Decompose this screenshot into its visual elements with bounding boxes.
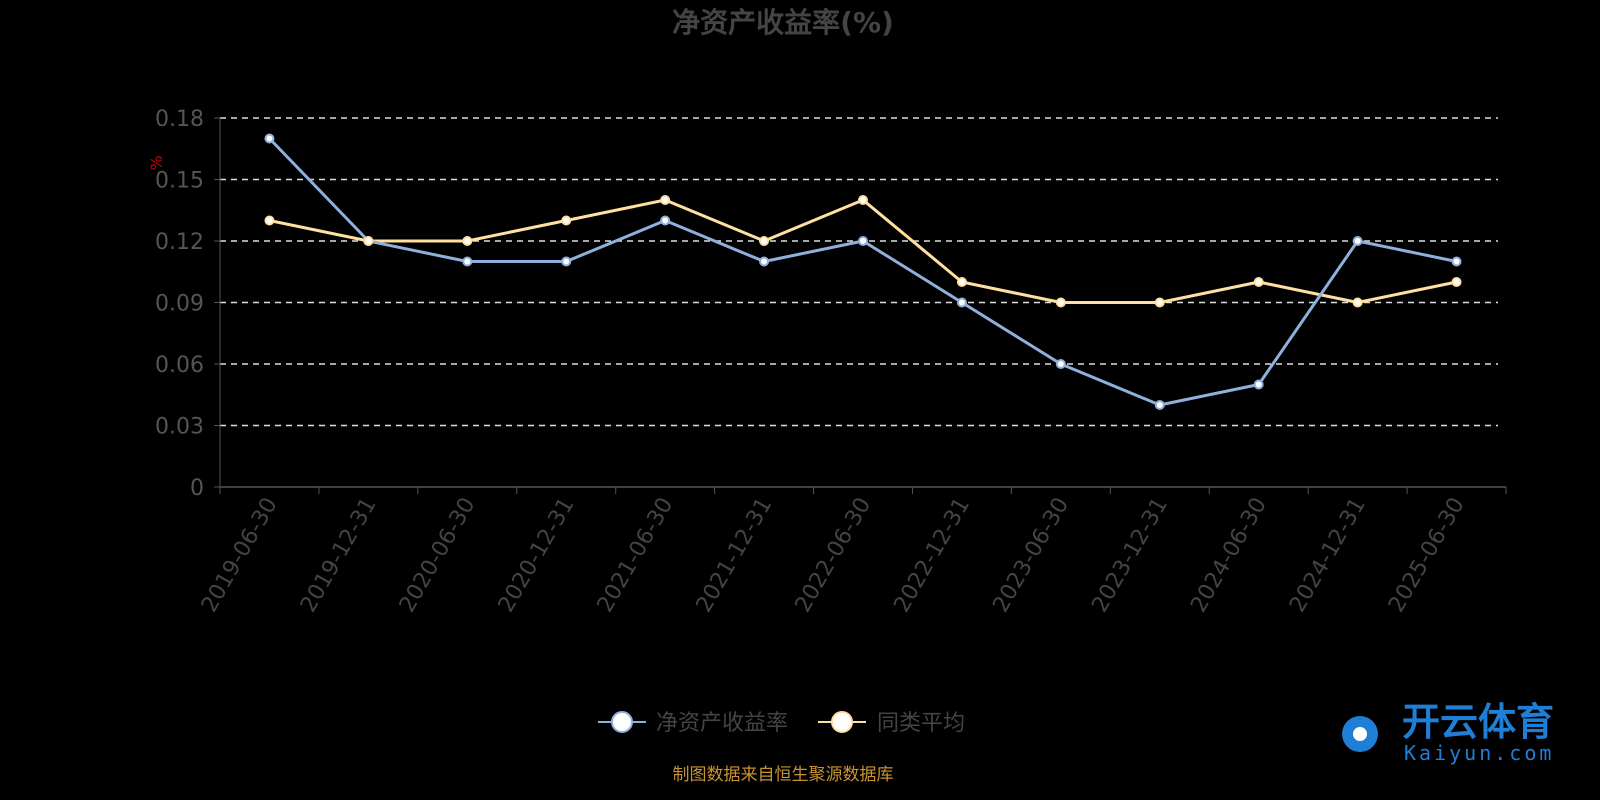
y-tick-label: 0	[190, 476, 204, 501]
x-tick-label: 2020-06-30	[395, 494, 481, 617]
series-line-0	[268, 137, 1457, 407]
x-tick-label: 2023-12-31	[1087, 494, 1173, 617]
data-point-series-1[interactable]	[264, 215, 275, 226]
data-point-series-1[interactable]	[1154, 297, 1165, 308]
legend-label-peer-average: 同类平均	[877, 711, 965, 736]
legend-marker-roe	[611, 711, 633, 733]
data-point-series-1[interactable]	[660, 195, 671, 205]
y-tick-label: 0.18	[155, 107, 204, 132]
data-point-series-1[interactable]	[561, 215, 572, 226]
x-tick-label: 2025-06-30	[1384, 494, 1470, 617]
x-tick-label: 2022-06-30	[791, 494, 877, 617]
x-tick-label: 2019-12-31	[296, 494, 382, 617]
y-tick-label: 0.09	[155, 292, 204, 317]
x-tick-label: 2024-12-31	[1285, 494, 1371, 617]
chart-title: 净资产收益率(%)	[672, 6, 894, 39]
x-tick-label: 2021-12-31	[692, 494, 778, 617]
data-point-series-0[interactable]	[264, 133, 275, 144]
x-tick-label: 2023-06-30	[988, 494, 1074, 617]
watermark-logo: 开云体育 Kaiyun.com	[1342, 700, 1554, 765]
legend-item-roe[interactable]: 净资产收益率	[598, 711, 788, 736]
data-point-series-0[interactable]	[1451, 256, 1462, 267]
x-tick-label: 2021-06-30	[593, 494, 679, 617]
data-point-series-0[interactable]	[1154, 400, 1165, 410]
data-point-series-1[interactable]	[1352, 297, 1363, 308]
data-point-series-0[interactable]	[1352, 236, 1363, 246]
data-point-series-1[interactable]	[1451, 277, 1462, 287]
watermark-brand-en: Kaiyun.com	[1404, 741, 1554, 765]
x-axis: 2019-06-30 2019-12-31 2020-06-30 2020-12-31…	[197, 486, 1507, 617]
data-point-series-1[interactable]	[759, 236, 770, 246]
source-note: 制图数据来自恒生聚源数据库	[673, 765, 894, 785]
watermark-brand-cn: 开云体育	[1402, 700, 1554, 744]
data-point-series-1[interactable]	[858, 195, 868, 205]
x-tick-label: 2019-06-30	[197, 494, 283, 617]
legend-label-roe: 净资产收益率	[656, 711, 788, 736]
data-point-series-1[interactable]	[1055, 297, 1066, 308]
data-point-series-0[interactable]	[956, 297, 967, 308]
data-point-series-1[interactable]	[462, 236, 473, 246]
y-tick-label: 0.03	[155, 415, 204, 440]
y-tick-label: 0.06	[155, 353, 204, 378]
data-point-series-0[interactable]	[462, 256, 473, 267]
data-point-series-0[interactable]	[660, 215, 671, 226]
data-point-series-0[interactable]	[1253, 379, 1264, 390]
y-tick-label: 0.15	[155, 169, 204, 194]
legend-marker-peer-average	[831, 711, 853, 733]
data-point-series-1[interactable]	[1253, 277, 1264, 287]
legend[interactable]: 净资产收益率 同类平均	[598, 711, 965, 736]
x-tick-label: 2020-12-31	[494, 494, 580, 617]
series-line-1	[269, 198, 1457, 304]
data-point-series-0[interactable]	[561, 256, 572, 267]
legend-item-peer-average[interactable]: 同类平均	[818, 711, 965, 736]
x-tick-label: 2024-06-30	[1186, 494, 1272, 617]
series-lines	[264, 133, 1462, 410]
data-point-series-0[interactable]	[759, 256, 770, 267]
data-point-series-0[interactable]	[858, 236, 868, 246]
y-unit-label: %	[147, 155, 166, 170]
x-tick-label: 2022-12-31	[890, 494, 976, 617]
grid-lines	[220, 117, 1498, 427]
data-point-series-1[interactable]	[363, 236, 374, 246]
data-point-series-1[interactable]	[956, 277, 967, 287]
y-axis-ticks: 0 0.03 0.06 0.09 0.12 0.15 0.18	[155, 107, 221, 501]
y-tick-label: 0.12	[155, 230, 204, 255]
data-point-series-0[interactable]	[1055, 359, 1066, 369]
soccer-ball-patch	[1353, 727, 1367, 741]
